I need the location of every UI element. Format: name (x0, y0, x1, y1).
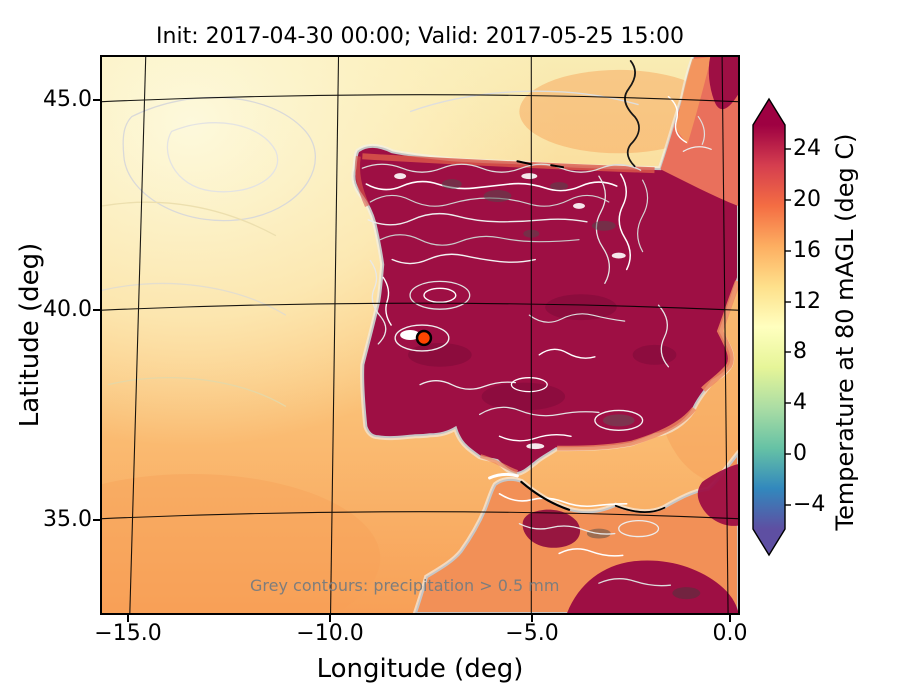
colorbar-axis-label: Temperature at 80 mAGL (deg C) (831, 133, 859, 531)
cbar-tick-8: 8 (793, 339, 807, 364)
x-tick-mark (531, 615, 533, 622)
coastal-warm-rims (355, 153, 738, 474)
cbar-tick-16: 16 (793, 238, 821, 263)
y-tick-label-45: 45.0 (43, 87, 92, 112)
dark-precip-cores (441, 179, 616, 238)
y-tick-mark (93, 99, 100, 101)
precipitation-contours (361, 60, 712, 587)
x-tick-label-0: 0.0 (712, 621, 748, 646)
cbar-tick-neg4: −4 (793, 492, 826, 517)
cbar-tick-12: 12 (793, 289, 821, 314)
colorbar (752, 97, 791, 557)
cbar-tick-0: 0 (793, 441, 807, 466)
colorbar-gradient-bar (752, 97, 786, 557)
x-tick-mark (729, 615, 731, 622)
map-plot-area: Grey contours: precipitation > 0.5 mm (100, 55, 740, 615)
x-axis-label: Longitude (deg) (316, 654, 524, 684)
france-coastal-strip (675, 57, 712, 145)
x-tick-label-m5: −5.0 (505, 621, 559, 646)
map-canvas (102, 57, 738, 613)
africa-hot-patches (522, 464, 738, 613)
plot-title: Init: 2017-04-30 00:00; Valid: 2017-05-2… (156, 24, 684, 49)
precip-contour-annotation: Grey contours: precipitation > 0.5 mm (250, 576, 560, 595)
graticule (102, 57, 738, 613)
sea-contours (102, 90, 639, 408)
cbar-tick-24: 24 (793, 136, 821, 161)
hot-interior-patches (408, 294, 677, 411)
location-marker (415, 329, 433, 347)
france-hot-ribbon (708, 57, 738, 110)
y-tick-mark (93, 309, 100, 311)
colorbar-tick-marks (785, 148, 791, 506)
cbar-tick-4: 4 (793, 390, 807, 415)
x-tick-label-m15: −15.0 (94, 621, 162, 646)
x-tick-mark (127, 615, 129, 622)
y-tick-label-40: 40.0 (43, 297, 92, 322)
y-axis-label: Latitude (deg) (15, 242, 45, 428)
x-tick-mark (329, 615, 331, 622)
y-tick-label-35: 35.0 (43, 507, 92, 532)
cbar-tick-20: 20 (793, 187, 821, 212)
y-tick-mark (93, 519, 100, 521)
landmass (354, 57, 738, 613)
x-tick-label-m10: −10.0 (296, 621, 364, 646)
